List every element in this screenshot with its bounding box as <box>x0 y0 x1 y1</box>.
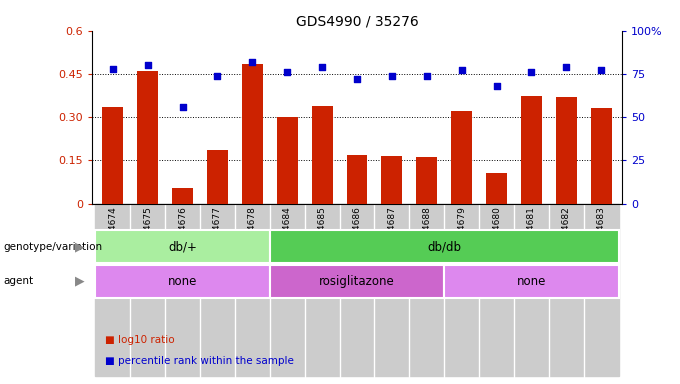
Point <box>282 69 292 75</box>
Point <box>107 66 118 72</box>
Point <box>247 59 258 65</box>
Bar <box>591 109 612 204</box>
Point <box>422 73 432 79</box>
Text: ▶: ▶ <box>75 240 85 253</box>
Title: GDS4990 / 35276: GDS4990 / 35276 <box>296 14 418 28</box>
Bar <box>347 155 367 204</box>
Bar <box>479 204 514 376</box>
Point <box>456 67 467 73</box>
Point <box>212 73 223 79</box>
Bar <box>514 204 549 376</box>
Text: agent: agent <box>3 276 33 286</box>
Text: genotype/variation: genotype/variation <box>3 242 103 252</box>
Point <box>317 64 328 70</box>
Point <box>352 76 362 82</box>
Bar <box>305 204 339 376</box>
Text: none: none <box>168 275 197 288</box>
Text: ■ percentile rank within the sample: ■ percentile rank within the sample <box>105 356 294 366</box>
Bar <box>444 265 619 298</box>
Bar <box>381 156 403 204</box>
Bar <box>235 204 270 376</box>
Bar <box>549 204 584 376</box>
Bar <box>486 173 507 204</box>
Bar <box>270 265 444 298</box>
Bar <box>95 265 270 298</box>
Bar <box>165 204 200 376</box>
Point <box>561 64 572 70</box>
Bar <box>521 96 542 204</box>
Text: rosiglitazone: rosiglitazone <box>319 275 395 288</box>
Bar <box>277 117 298 204</box>
Bar <box>130 204 165 376</box>
Bar <box>200 204 235 376</box>
Bar <box>339 204 375 376</box>
Text: none: none <box>517 275 546 288</box>
Bar <box>375 204 409 376</box>
Text: ▶: ▶ <box>75 275 85 288</box>
Bar <box>311 106 333 204</box>
Text: ■ log10 ratio: ■ log10 ratio <box>105 335 175 345</box>
Point <box>142 62 153 68</box>
Bar <box>242 64 262 204</box>
Bar <box>452 111 472 204</box>
Point <box>596 67 607 73</box>
Bar <box>95 204 130 376</box>
Bar <box>172 188 193 204</box>
Bar <box>416 157 437 204</box>
Bar <box>556 97 577 204</box>
Point <box>386 73 397 79</box>
Bar <box>137 71 158 204</box>
Bar <box>95 230 270 263</box>
Text: db/db: db/db <box>427 240 461 253</box>
Bar <box>444 204 479 376</box>
Bar <box>584 204 619 376</box>
Bar <box>409 204 444 376</box>
Point <box>491 83 502 89</box>
Text: db/+: db/+ <box>168 240 197 253</box>
Bar <box>102 107 123 204</box>
Point <box>526 69 537 75</box>
Bar <box>270 204 305 376</box>
Bar <box>207 150 228 204</box>
Bar <box>270 230 619 263</box>
Point <box>177 104 188 110</box>
